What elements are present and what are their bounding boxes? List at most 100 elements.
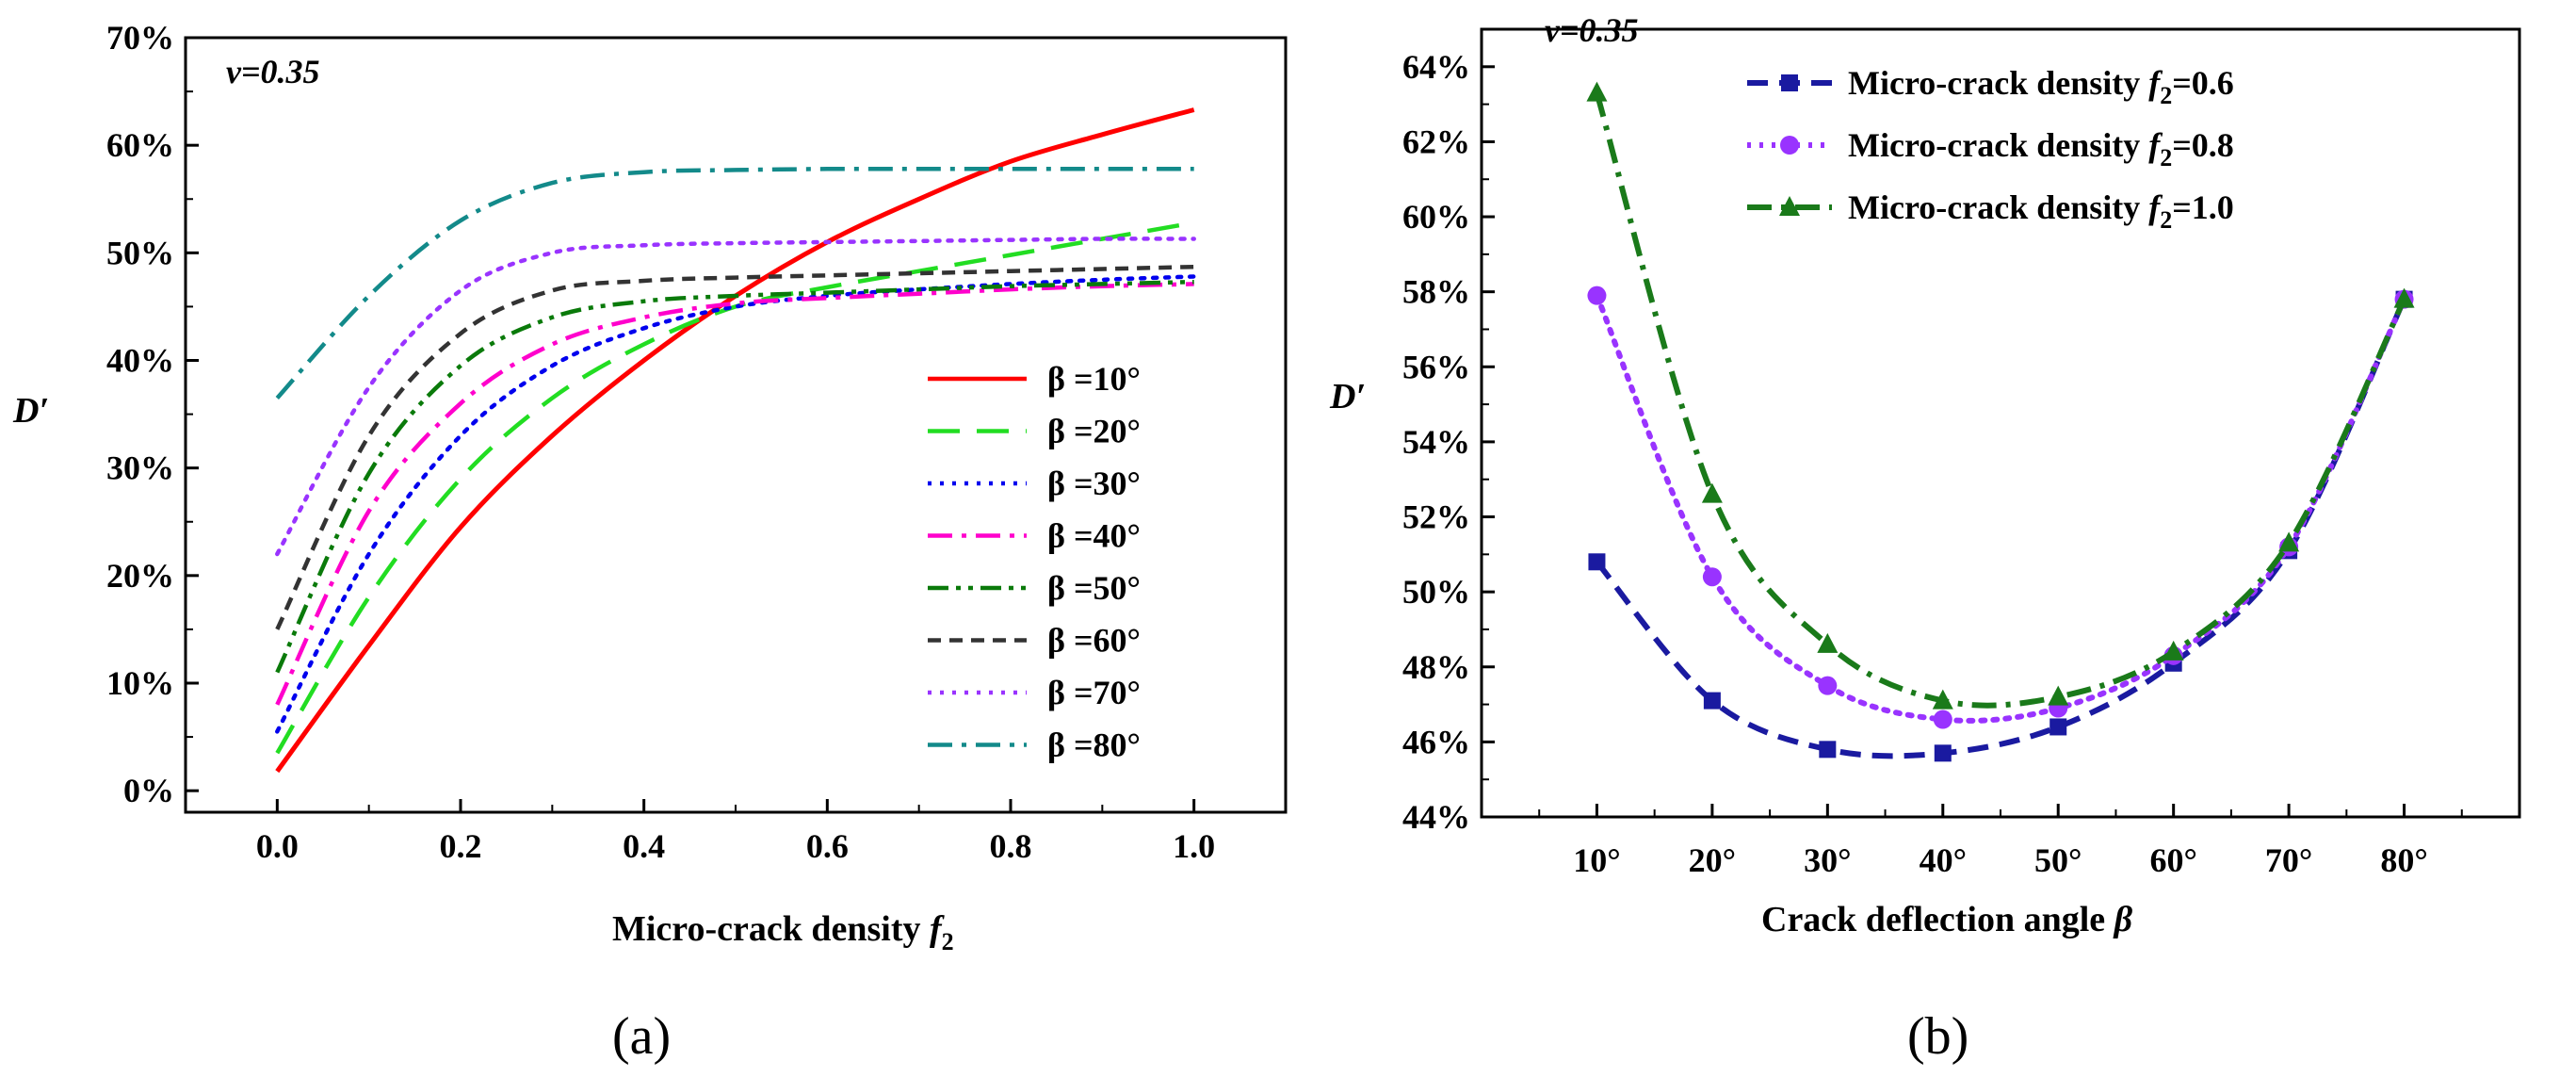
panel-a-legend-label: β =50° [1047,569,1141,607]
panel-a-legend-label: β =60° [1047,622,1141,660]
panel-b-legend-label: Micro-crack density f2=1.0 [1848,188,2234,234]
panel-b-y-tick-label: 48% [1402,648,1470,686]
panel-a-x-tick-label: 0.2 [440,827,482,865]
panel-b-series-line-3 [1594,91,2407,709]
panel-b-legend-label-f: f [2148,188,2163,226]
panel-b-legend-label-name: Micro-crack density [1848,64,2148,102]
panel-a-y-tick-label: 10% [106,664,174,702]
panel-a-y-tick-label: 60% [106,126,174,164]
panel-a-x-tick-label: 0.0 [256,827,299,865]
panel-b-series-3-point-1 [1586,81,1608,102]
panel-b-series-1-point-4 [1934,744,1952,762]
panel-a-annotation: v=0.35 [226,53,320,90]
panel-a-chart: 0.0 0.2 0.4 0.6 0.8 1.0 0% 10% 20% 30% 40% 50% 60% 70… [12,19,1288,1066]
panel-a-y-tick-label: 0% [123,772,174,809]
panel-b-series-3-point-7 [2278,531,2300,552]
panel-b-series-3-point-6 [2163,640,2184,661]
panel-a-x-tick-label: 0.4 [623,827,665,865]
panel-b-series-1-point-1 [1588,553,1606,571]
panel-a-legend-label: β =20° [1047,413,1141,450]
panel-b-x-tick-label: 80° [2380,841,2427,879]
panel-a-x-axis-title-text: Micro-crack density [612,909,930,949]
panel-b-series-group [1586,81,2415,762]
panel-b-x-axis-title-text: Crack deflection angle [1761,900,2114,939]
panel-a-legend: β =10° β =20° β =30° β =40° β =50° β =60° β =7… [928,360,1141,764]
panel-b-x-tick-label: 60° [2149,841,2196,879]
panel-a-x-axis-title-sub: 2 [942,928,954,955]
panel-b-x-tick-label: 10° [1573,841,1620,879]
panel-a-legend-label: β =80° [1047,726,1141,764]
panel-b-series-3-point-2 [1701,482,1723,503]
panel-b-legend-label-sub: 2 [2160,82,2172,109]
panel-b-ticks: 10° 20° 30° 40° 50° 60° 70° 80° 44% 46% 48% 50% 52% 5… [1402,28,2463,879]
panel-a-series-group [275,107,1196,774]
panel-b-y-tick-label: 54% [1402,423,1470,461]
panel-a-x-tick-label: 0.6 [806,827,849,865]
panel-b-legend-label-name: Micro-crack density [1848,126,2148,164]
panel-b-series-3-point-5 [2048,685,2069,706]
panel-b-legend-marker [1779,196,1800,216]
panel-b-x-tick-label: 70° [2265,841,2312,879]
panel-a-series-line-6 [275,264,1194,630]
panel-b-y-tick-label: 62% [1402,122,1470,160]
panel-a-label: (a) [612,1007,671,1066]
panel-b-legend-label-f: f [2148,64,2163,102]
panel-b-series-line-1 [1595,298,2407,759]
panel-b-y-tick-label: 44% [1402,798,1470,836]
panel-a-y-axis-title: D′ [12,391,49,431]
panel-a-legend-label: β =10° [1047,360,1141,398]
panel-b-x-tick-label: 40° [1920,841,1967,879]
panel-b-series-3-point-8 [2393,287,2415,308]
panel-b-legend-label-sub: 2 [2160,206,2172,234]
panel-b-legend-label-name: Micro-crack density [1848,188,2148,226]
panel-b-series-2-point-4 [1933,710,1952,729]
panel-a-legend-label: β =70° [1047,674,1141,711]
panel-a-legend-label: β =40° [1047,517,1141,555]
panel-b-y-tick-label: 50% [1402,573,1470,611]
panel-a-y-tick-label: 50% [106,234,174,271]
panel-b-legend-label-value: =0.8 [2172,126,2234,164]
panel-b-annotation: v=0.35 [1545,11,1639,49]
panel-a-series-line-2 [275,220,1195,755]
panel-a-y-tick-label: 40% [106,342,174,380]
panel-b-y-tick-label: 58% [1402,273,1470,311]
panel-b-y-tick-label: 52% [1402,498,1470,536]
panel-b-legend-marker [1780,136,1799,155]
panel-a-series-line-4 [275,282,1194,706]
panel-a-series-line-7 [275,237,1196,557]
panel-b-legend-label-value: =0.6 [2172,64,2234,102]
panel-b-legend-label: Micro-crack density f2=0.6 [1848,64,2234,109]
panel-a-y-tick-label: 70% [106,19,174,57]
panel-a-series-line-8 [275,166,1194,400]
panel-b-legend-label-value: =1.0 [2172,188,2234,226]
panel-a-y-tick-label: 30% [106,449,174,487]
panel-b-y-tick-label: 64% [1402,48,1470,86]
panel-b-legend-label-f: f [2148,126,2163,164]
panel-b-series-1-point-3 [1819,741,1837,759]
panel-b-y-tick-label: 60% [1402,198,1470,236]
panel-b-chart: 10° 20° 30° 40° 50° 60° 70° 80° 44% 46% 48% 50% 52% 5… [1329,11,2521,1066]
panel-a-y-tick-label: 20% [106,557,174,595]
panel-b-y-tick-label: 56% [1402,348,1470,385]
panel-b-series-3-point-4 [1932,689,1953,710]
panel-b-series-2-point-2 [1702,567,1722,587]
panel-b-series-2-point-3 [1818,676,1838,695]
panel-b-x-axis-title: Crack deflection angle β [1761,900,2133,939]
panel-a-legend-label: β =30° [1047,465,1141,502]
panel-a-x-axis-title: Micro-crack density f2 [612,909,954,955]
panel-a-x-axis-title-f: f [930,909,945,949]
panel-a-x-tick-label: 0.8 [990,827,1032,865]
panel-b-series-1-point-5 [2049,718,2067,736]
panel-b-series-2-point-1 [1587,286,1607,305]
panel-a-x-tick-label: 1.0 [1173,827,1215,865]
panel-b-legend-marker [1781,74,1798,91]
panel-b-y-axis-title: D′ [1329,377,1366,416]
panel-b-series-1-point-2 [1703,692,1721,710]
panel-b-series-3-point-3 [1817,632,1839,653]
panel-b-legend-label: Micro-crack density f2=0.8 [1848,126,2234,171]
panel-a-series-line-5 [275,279,1194,674]
panel-a-ticks: 0.0 0.2 0.4 0.6 0.8 1.0 0% 10% 20% 30% 40% 50% 60% 70… [106,19,1215,865]
panel-b-label: (b) [1907,1007,1968,1066]
